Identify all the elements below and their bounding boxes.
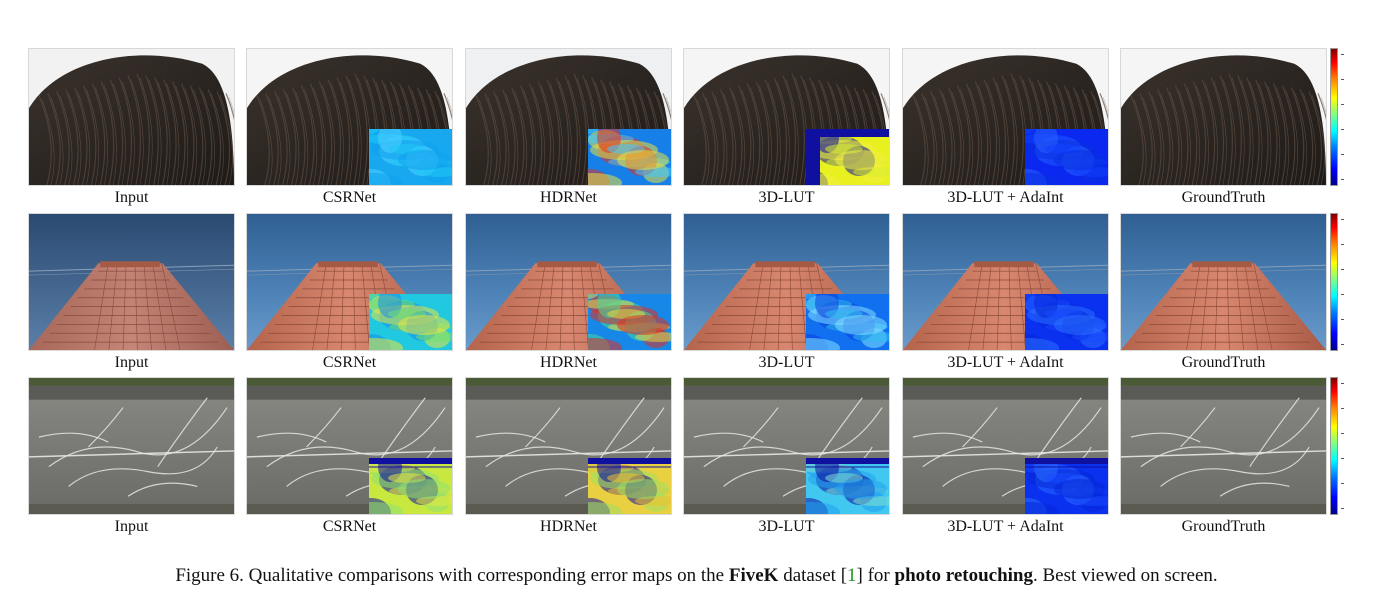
image-label-row2-col3: HDRNet bbox=[540, 354, 597, 371]
image-label-row1-col6: GroundTruth bbox=[1181, 189, 1266, 206]
caption-mid2: ] for bbox=[856, 565, 895, 586]
image-feathers-col5 bbox=[902, 48, 1109, 186]
caption-suffix: . Best viewed on screen. bbox=[1033, 565, 1218, 586]
image-label-row2-col1: Input bbox=[114, 354, 149, 371]
image-wall-col6 bbox=[1120, 377, 1327, 515]
error-map-inset-wall-col4 bbox=[806, 458, 889, 514]
image-label-row2-col4: 3D-LUT bbox=[758, 354, 815, 371]
image-wall-col4 bbox=[683, 377, 890, 515]
image-tower-col5 bbox=[902, 213, 1109, 351]
colorbar-tick bbox=[1341, 344, 1344, 345]
image-feathers-col1 bbox=[28, 48, 235, 186]
caption-bold-task: photo retouching bbox=[894, 565, 1033, 586]
error-map-inset-wall-col5 bbox=[1025, 458, 1108, 514]
colorbar-tick bbox=[1341, 408, 1344, 409]
colorbar-tick bbox=[1341, 269, 1344, 270]
image-label-row1-col3: HDRNet bbox=[540, 189, 597, 206]
image-feathers-col6 bbox=[1120, 48, 1327, 186]
image-wall-col3 bbox=[465, 377, 672, 515]
error-map-inset-tower-col4 bbox=[806, 294, 889, 350]
image-label-row1-col4: 3D-LUT bbox=[758, 189, 815, 206]
image-wall-col2 bbox=[246, 377, 453, 515]
image-label-row2-col6: GroundTruth bbox=[1181, 354, 1266, 371]
colorbar-tick bbox=[1341, 319, 1344, 320]
error-map-inset-wall-col2 bbox=[369, 458, 452, 514]
error-map-inset-feathers-col5 bbox=[1025, 129, 1108, 185]
colorbar-tick bbox=[1341, 104, 1344, 105]
image-feathers-col4 bbox=[683, 48, 890, 186]
image-label-row2-col2: CSRNet bbox=[322, 354, 377, 371]
image-tower-col2 bbox=[246, 213, 453, 351]
colorbar-ticks-row-2 bbox=[1341, 213, 1351, 351]
image-label-row3-col5: 3D-LUT + AdaInt bbox=[947, 518, 1064, 535]
image-label-row3-col4: 3D-LUT bbox=[758, 518, 815, 535]
caption-mid1: dataset [ bbox=[778, 565, 848, 586]
caption-bold-dataset: FiveK bbox=[728, 565, 779, 586]
colorbar-tick bbox=[1341, 179, 1344, 180]
image-label-row1-col2: CSRNet bbox=[322, 189, 377, 206]
colorbar-tick bbox=[1341, 383, 1344, 384]
figure-caption: Figure 6. Qualitative comparisons with c… bbox=[0, 564, 1393, 588]
colorbar-ticks-row-3 bbox=[1341, 377, 1351, 515]
colorbar-row-3 bbox=[1330, 377, 1338, 515]
error-map-inset-feathers-col2 bbox=[369, 129, 452, 185]
image-label-row2-col5: 3D-LUT + AdaInt bbox=[947, 354, 1064, 371]
image-label-row1-col5: 3D-LUT + AdaInt bbox=[947, 189, 1064, 206]
colorbar-tick bbox=[1341, 244, 1344, 245]
colorbar-tick bbox=[1341, 294, 1344, 295]
image-label-row1-col1: Input bbox=[114, 189, 149, 206]
colorbar-tick bbox=[1341, 129, 1344, 130]
error-map-inset-tower-col2 bbox=[369, 294, 452, 350]
image-tower-col1 bbox=[28, 213, 235, 351]
caption-prefix: Figure 6. Qualitative comparisons with c… bbox=[175, 565, 729, 586]
image-label-row3-col1: Input bbox=[114, 518, 149, 535]
colorbar-tick bbox=[1341, 79, 1344, 80]
image-tower-col4 bbox=[683, 213, 890, 351]
image-label-row3-col2: CSRNet bbox=[322, 518, 377, 535]
error-map-inset-tower-col3 bbox=[588, 294, 671, 350]
colorbar-ticks-row-1 bbox=[1341, 48, 1351, 186]
image-tower-col6 bbox=[1120, 213, 1327, 351]
colorbar-tick bbox=[1341, 483, 1344, 484]
error-map-inset-wall-col3 bbox=[588, 458, 671, 514]
error-map-inset-feathers-col3 bbox=[588, 129, 671, 185]
image-tower-col3 bbox=[465, 213, 672, 351]
colorbar-tick bbox=[1341, 54, 1344, 55]
colorbar-tick bbox=[1341, 219, 1344, 220]
image-label-row3-col3: HDRNet bbox=[540, 518, 597, 535]
colorbar-tick bbox=[1341, 508, 1344, 509]
image-feathers-col2 bbox=[246, 48, 453, 186]
colorbar-tick bbox=[1341, 154, 1344, 155]
error-map-inset-tower-col5 bbox=[1025, 294, 1108, 350]
caption-citation[interactable]: 1 bbox=[847, 565, 857, 586]
colorbar-row-1 bbox=[1330, 48, 1338, 186]
error-map-inset-feathers-col4 bbox=[806, 129, 889, 185]
image-feathers-col3 bbox=[465, 48, 672, 186]
image-wall-col5 bbox=[902, 377, 1109, 515]
colorbar-row-2 bbox=[1330, 213, 1338, 351]
colorbar-tick bbox=[1341, 458, 1344, 459]
image-wall-col1 bbox=[28, 377, 235, 515]
image-label-row3-col6: GroundTruth bbox=[1181, 518, 1266, 535]
colorbar-tick bbox=[1341, 433, 1344, 434]
